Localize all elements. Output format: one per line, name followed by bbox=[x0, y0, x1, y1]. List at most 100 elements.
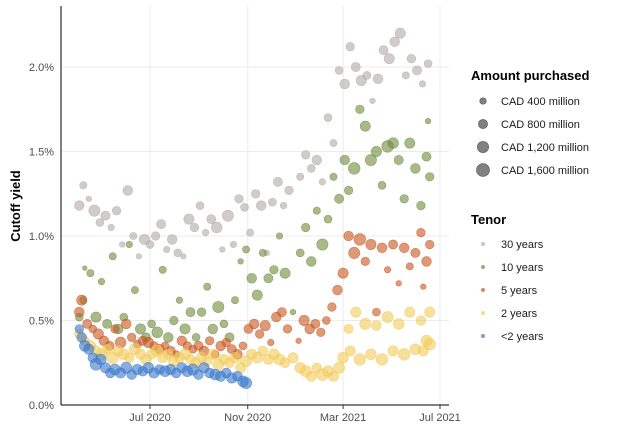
data-point bbox=[420, 283, 427, 290]
x-tick-label: Nov 2020 bbox=[224, 412, 271, 424]
data-point bbox=[424, 306, 436, 318]
data-point bbox=[318, 178, 326, 186]
legend-tenor: Tenor 30 years 10 years 5 years 2 years <2 y… bbox=[471, 212, 544, 343]
data-point bbox=[333, 361, 346, 374]
data-point bbox=[343, 323, 354, 334]
legend-size-label: CAD 1,600 million bbox=[501, 165, 589, 177]
data-point bbox=[207, 348, 219, 360]
data-point bbox=[424, 117, 432, 125]
data-point bbox=[339, 78, 350, 90]
data-point bbox=[295, 337, 302, 344]
data-point bbox=[404, 306, 416, 318]
data-point bbox=[388, 239, 398, 250]
legend-size-label: CAD 1,200 million bbox=[501, 142, 589, 154]
data-point bbox=[405, 262, 414, 271]
data-point bbox=[360, 256, 370, 267]
data-point bbox=[301, 222, 311, 233]
data-point bbox=[257, 345, 268, 357]
data-point bbox=[353, 353, 366, 366]
y-tick-label: 1.0% bbox=[29, 231, 54, 243]
legend-color-label: 10 years bbox=[501, 262, 544, 274]
data-point bbox=[124, 352, 135, 363]
data-point bbox=[151, 231, 161, 241]
data-point bbox=[221, 209, 234, 222]
data-point bbox=[79, 181, 88, 190]
data-point bbox=[83, 343, 95, 355]
data-point bbox=[167, 234, 178, 245]
data-point bbox=[399, 242, 410, 253]
data-point bbox=[415, 315, 427, 326]
data-point bbox=[95, 353, 107, 366]
data-point bbox=[394, 27, 406, 39]
data-point bbox=[189, 222, 200, 233]
data-point bbox=[219, 246, 226, 253]
data-point bbox=[263, 273, 274, 284]
data-point bbox=[395, 280, 402, 287]
data-point bbox=[251, 189, 261, 199]
series-10-years bbox=[75, 104, 435, 343]
data-point bbox=[163, 245, 171, 254]
x-tick-label: Jul 2021 bbox=[419, 412, 461, 424]
data-point bbox=[350, 306, 362, 318]
data-point bbox=[398, 348, 411, 361]
data-point bbox=[296, 172, 305, 181]
data-point bbox=[234, 194, 244, 204]
legend-color-swatch bbox=[481, 288, 485, 292]
data-point bbox=[111, 206, 122, 216]
data-point bbox=[237, 258, 244, 265]
y-tick-label: 0.0% bbox=[29, 400, 54, 412]
data-point bbox=[371, 320, 382, 331]
data-point bbox=[295, 248, 305, 258]
data-point bbox=[279, 357, 291, 368]
data-point bbox=[350, 62, 361, 72]
data-point bbox=[229, 240, 237, 249]
legend-size-swatch bbox=[476, 163, 490, 177]
data-point bbox=[130, 286, 139, 295]
series-30-years bbox=[74, 27, 433, 260]
x-tick-label: Mar 2021 bbox=[320, 412, 366, 424]
data-point bbox=[316, 238, 329, 251]
data-point bbox=[370, 146, 382, 157]
data-point bbox=[348, 246, 361, 259]
data-point bbox=[76, 294, 88, 306]
data-point bbox=[163, 332, 174, 343]
data-point bbox=[179, 323, 191, 335]
data-point bbox=[101, 344, 113, 355]
y-tick-label: 1.5% bbox=[29, 147, 54, 159]
data-point bbox=[425, 172, 435, 182]
data-point bbox=[135, 253, 143, 260]
data-point bbox=[399, 194, 409, 204]
data-point bbox=[334, 193, 344, 204]
data-point bbox=[307, 164, 316, 173]
data-point bbox=[275, 232, 284, 240]
data-point bbox=[145, 240, 155, 249]
data-point bbox=[88, 204, 101, 217]
data-point bbox=[95, 218, 105, 227]
data-point bbox=[238, 341, 248, 351]
data-point bbox=[423, 338, 436, 351]
data-point bbox=[100, 210, 111, 221]
data-point bbox=[276, 307, 287, 317]
data-point bbox=[279, 267, 291, 279]
data-point bbox=[423, 59, 433, 68]
data-point bbox=[369, 97, 376, 104]
legend-size-label: CAD 800 million bbox=[501, 119, 580, 131]
data-point bbox=[175, 296, 183, 304]
data-point bbox=[74, 324, 84, 334]
legend-amount-purchased: Amount purchased CAD 400 million CAD 800 … bbox=[471, 68, 590, 177]
legend-size-title: Amount purchased bbox=[471, 68, 590, 83]
data-point bbox=[206, 214, 217, 224]
legend-size-swatch bbox=[478, 119, 488, 129]
data-point bbox=[151, 326, 163, 338]
legend-color-swatch bbox=[481, 242, 485, 246]
data-point bbox=[269, 265, 279, 275]
data-point bbox=[310, 318, 321, 329]
data-point bbox=[337, 267, 349, 279]
data-point bbox=[359, 317, 372, 330]
legend-color-label: 30 years bbox=[501, 239, 544, 251]
data-point bbox=[279, 202, 288, 210]
data-point bbox=[173, 248, 183, 258]
data-point bbox=[258, 248, 267, 257]
data-point bbox=[246, 228, 255, 237]
